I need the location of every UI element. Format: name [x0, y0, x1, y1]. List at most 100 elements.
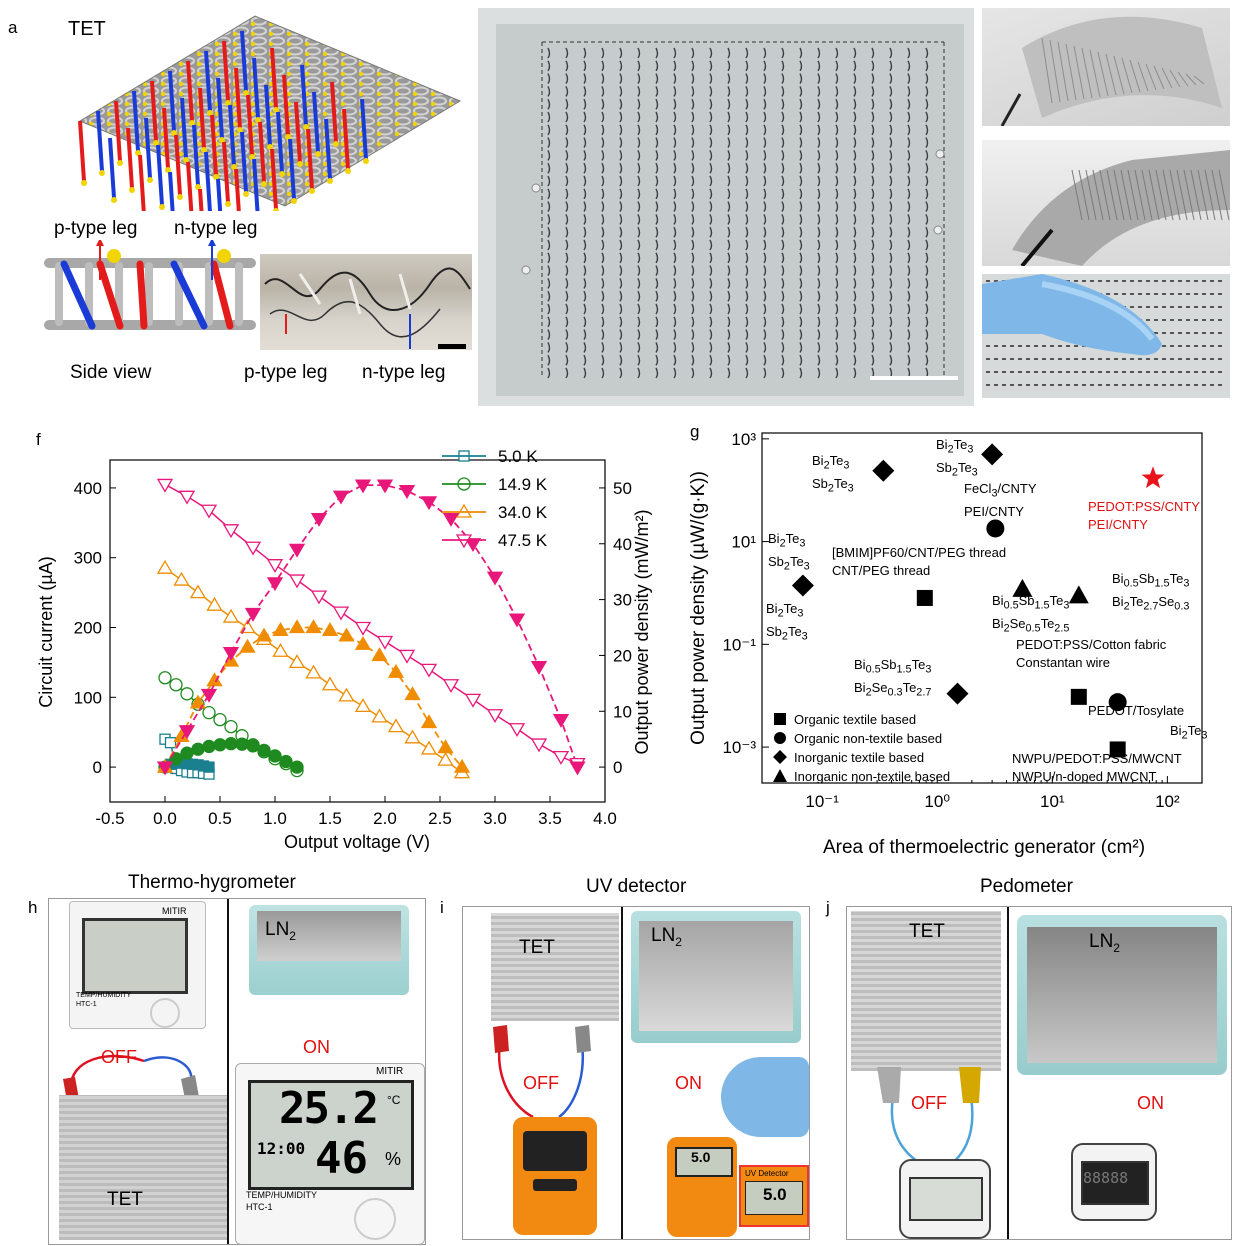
fabric-stitch	[727, 162, 731, 174]
fabric-stitch	[835, 60, 839, 72]
fabric-stitch	[601, 150, 605, 161]
fabric-stitch	[817, 98, 821, 110]
fabric-stitch	[637, 124, 641, 136]
fabric-stitch	[994, 358, 998, 360]
leg-joint	[165, 167, 171, 173]
fabric-stitch	[583, 239, 587, 251]
fabric-stitch	[637, 98, 641, 110]
fabric-stitch	[1194, 345, 1198, 347]
ln2-label-j: LN2	[1089, 931, 1120, 955]
fabric-stitch	[853, 162, 857, 174]
uv-meter-zoom: UV Detector 5.0	[739, 1165, 809, 1227]
data-point	[530, 660, 548, 675]
leg-joint	[195, 184, 201, 190]
leg	[198, 87, 206, 149]
on-label-j: ON	[1137, 1093, 1164, 1113]
fabric-stitch	[565, 111, 569, 123]
leg-joint	[201, 147, 207, 153]
fabric-stitch	[637, 47, 641, 59]
fabric-stitch	[547, 175, 551, 187]
fabric-stitch	[1138, 371, 1142, 373]
fabric-stitch	[547, 290, 551, 302]
uv-meter-off	[513, 1117, 597, 1235]
data-point	[354, 621, 372, 636]
fabric-stitch	[1186, 384, 1190, 386]
leg	[252, 57, 260, 119]
fabric-stitch	[1138, 358, 1142, 360]
fabric-stitch	[583, 162, 587, 174]
fabric-stitch	[817, 162, 821, 174]
data-point	[279, 754, 293, 769]
off-label-i: OFF	[523, 1073, 559, 1093]
fabric-stitch	[673, 47, 677, 59]
fabric-stitch	[835, 175, 839, 187]
fabric-stitch	[1218, 384, 1222, 386]
fabric-stitch	[1162, 319, 1166, 321]
fabric-stitch	[565, 367, 569, 379]
fabric-stitch	[781, 226, 785, 238]
fabric-stitch	[583, 303, 587, 315]
fabric-stitch	[601, 239, 605, 251]
fabric-stitch	[835, 342, 839, 353]
fabric-stitch	[1178, 319, 1182, 321]
fabric-stitch	[889, 150, 893, 161]
fabric-stitch	[565, 316, 569, 328]
fabric-stitch	[799, 150, 803, 161]
fabric-stitch	[565, 188, 569, 200]
fabric-stitch	[907, 86, 911, 97]
ln2-label-h: LN2	[265, 919, 296, 943]
fabric-stitch	[655, 150, 659, 161]
fabric-stitch	[799, 252, 803, 264]
fabric-stitch	[889, 239, 893, 251]
fabric-stitch	[727, 226, 731, 238]
leg	[288, 138, 296, 200]
leg-joint	[159, 204, 165, 210]
data-point	[272, 622, 289, 636]
legend-marker	[774, 713, 786, 725]
fabric-stitch	[871, 73, 875, 85]
fabric-stitch	[673, 162, 677, 174]
fabric-stitch	[745, 226, 749, 238]
fabric-stitch	[1138, 306, 1142, 308]
data-point	[453, 758, 471, 773]
leg-joint	[135, 150, 141, 156]
fabric-stitch	[691, 265, 695, 277]
off-label-h: OFF	[101, 1047, 137, 1067]
fabric-stitch	[547, 111, 551, 123]
fabric-stitch	[1090, 371, 1094, 373]
fabric-stitch	[1162, 332, 1166, 334]
data-point	[1012, 578, 1033, 597]
fabric-stitch	[565, 73, 569, 85]
fabric-stitch	[709, 201, 713, 213]
fabric-stitch	[673, 342, 677, 353]
fabric-stitch	[763, 226, 767, 238]
fabric-stitch	[565, 214, 569, 225]
fabric-stitch	[655, 98, 659, 110]
fabric-stitch	[1130, 384, 1134, 386]
leg-joint	[255, 117, 261, 123]
fabric-stitch	[655, 201, 659, 213]
data-point	[257, 743, 271, 758]
fabric-stitch	[583, 342, 587, 353]
leg	[330, 81, 338, 143]
fabric-stitch	[601, 162, 605, 174]
side-joint	[217, 249, 231, 263]
fabric-line	[1145, 63, 1157, 91]
fabric-stitch	[637, 188, 641, 200]
fabric-stitch	[673, 252, 677, 264]
fabric-stitch	[601, 201, 605, 213]
fabric-line	[1155, 169, 1167, 221]
tet-label-i: TET	[519, 937, 555, 958]
fabric-line	[1065, 43, 1077, 101]
panel-label-g: g	[690, 422, 700, 441]
fabric-stitch	[925, 162, 929, 174]
fabric-stitch	[1162, 358, 1166, 360]
fabric-stitch	[781, 265, 785, 277]
data-point	[552, 713, 570, 728]
fabric-stitch	[817, 367, 821, 379]
leg	[168, 171, 175, 211]
folded-fabric-photo	[982, 140, 1230, 266]
fabric-line	[1161, 67, 1173, 89]
fabric-stitch	[619, 111, 623, 123]
data-point	[464, 693, 482, 708]
